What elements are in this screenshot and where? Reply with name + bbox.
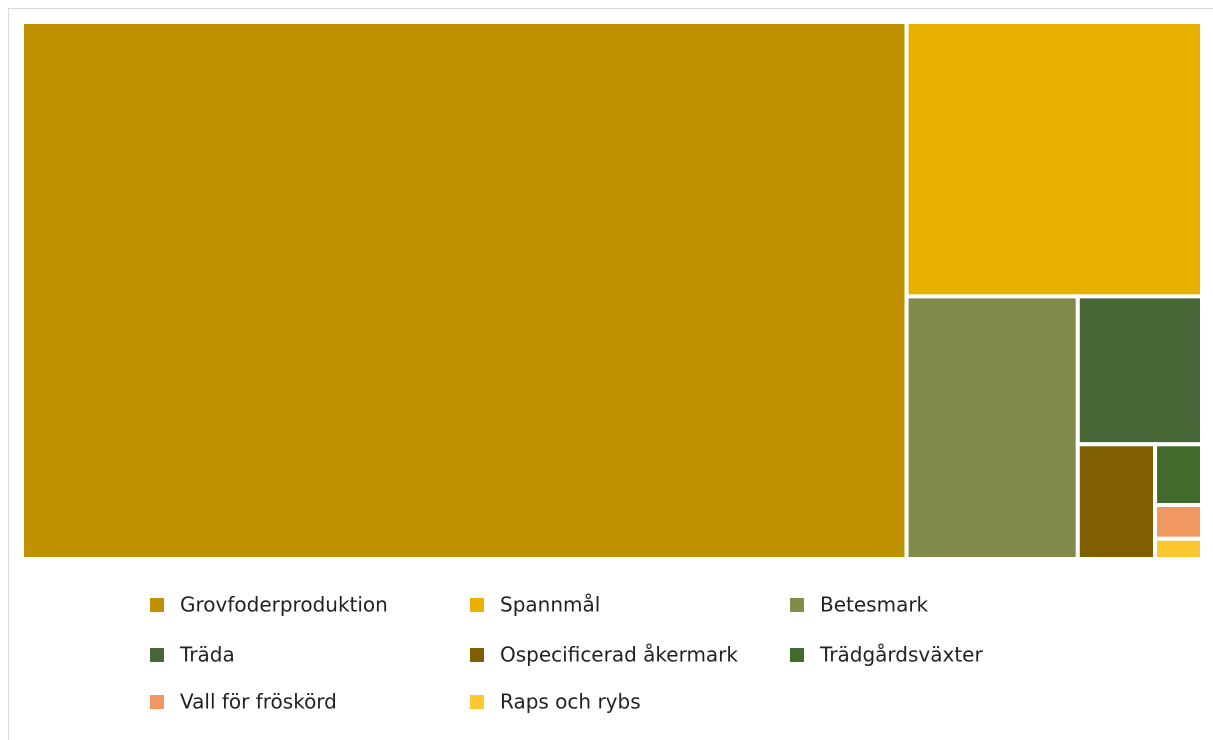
legend-swatch (150, 695, 164, 709)
legend-swatch (470, 695, 484, 709)
legend-label: Raps och rybs (500, 690, 641, 714)
legend-label: Betesmark (820, 593, 929, 617)
treemap-cell (1153, 503, 1205, 541)
legend-swatch (150, 598, 164, 612)
treemap-cell (1075, 442, 1158, 561)
legend-swatch (790, 598, 804, 612)
legend-label: Ospecificerad åkermark (500, 643, 738, 667)
legend-swatch (470, 648, 484, 662)
treemap-cell (1153, 536, 1205, 561)
legend-label: Trädgårdsväxter (819, 643, 983, 667)
treemap-cell (904, 294, 1080, 561)
legend-label: Grovfoderproduktion (180, 593, 388, 617)
legend-label: Vall för fröskörd (180, 690, 337, 714)
treemap-cell (1075, 294, 1205, 447)
treemap-cell (20, 20, 909, 561)
treemap-cell (1153, 442, 1205, 508)
treemap-cell (904, 20, 1205, 299)
legend-swatch (790, 648, 804, 662)
legend-label: Spannmål (500, 593, 600, 617)
chart-frame (8, 8, 1213, 740)
legend-label: Träda (179, 643, 235, 667)
legend-swatch (150, 648, 164, 662)
legend-swatch (470, 598, 484, 612)
